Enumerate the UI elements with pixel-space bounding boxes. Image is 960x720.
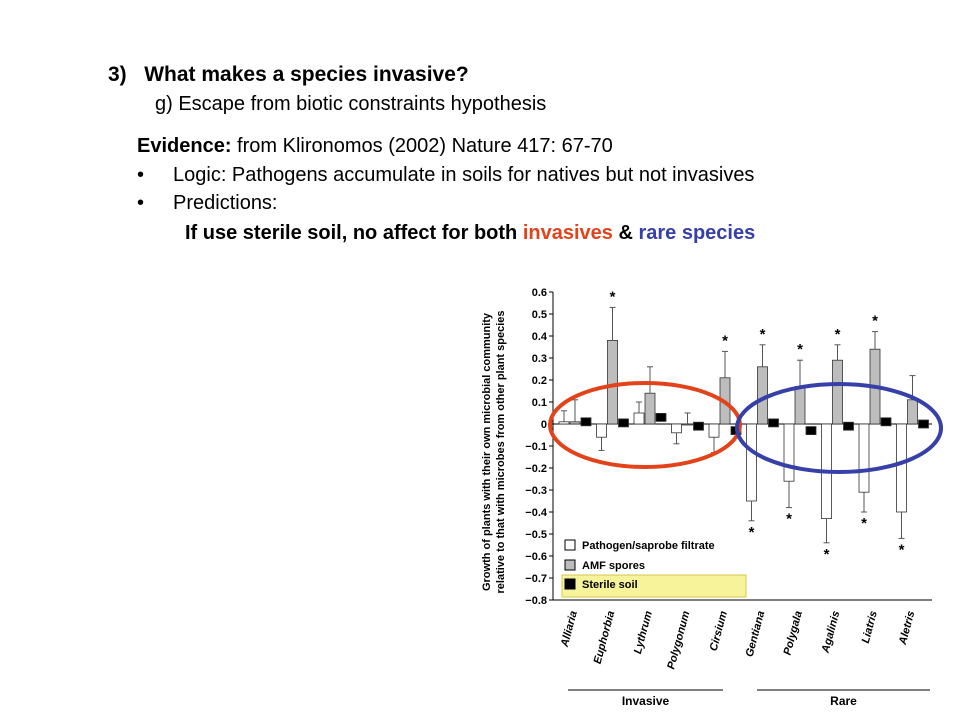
significance-star: * bbox=[861, 515, 867, 532]
bar-amf bbox=[607, 340, 618, 425]
prediction-invasives: invasives bbox=[522, 222, 613, 244]
invasive-circle bbox=[548, 381, 742, 469]
legend-label: Sterile soil bbox=[582, 579, 638, 591]
y-tick-label: −0.6 bbox=[525, 551, 547, 563]
bar-amf bbox=[794, 386, 806, 425]
bar-amf bbox=[644, 392, 656, 425]
legend-swatch bbox=[564, 578, 576, 590]
bar-pathogen bbox=[896, 423, 907, 513]
bar-pathogen bbox=[708, 423, 720, 438]
bar-sterile bbox=[655, 412, 667, 422]
bar-amf bbox=[569, 421, 581, 425]
prediction-lead: If use sterile soil, no affect for both bbox=[185, 222, 523, 244]
x-tick-label: Aletris bbox=[897, 610, 918, 647]
bullet-predictions: • Predictions: bbox=[137, 192, 278, 215]
x-tick-label: Liatris bbox=[860, 610, 880, 645]
y-axis-label-line: Growth of plants with their own microbia… bbox=[481, 312, 493, 591]
prediction-amp: & bbox=[612, 222, 639, 244]
significance-star: * bbox=[749, 524, 755, 541]
x-tick-label: Gentiana bbox=[744, 610, 768, 659]
bar-pathogen bbox=[596, 423, 607, 438]
bar-pathogen bbox=[633, 412, 645, 425]
heading-number: 3) bbox=[108, 63, 127, 86]
legend-swatch bbox=[564, 539, 576, 551]
y-tick-label: −0.1 bbox=[525, 441, 547, 453]
y-tick-label: 0 bbox=[541, 419, 547, 431]
slide-heading: 3) What makes a species invasive? bbox=[108, 63, 469, 87]
bar-amf bbox=[682, 423, 693, 426]
significance-star: * bbox=[835, 326, 841, 343]
bar-sterile bbox=[918, 419, 929, 429]
y-tick-label: −0.8 bbox=[525, 595, 547, 607]
x-tick-label: Cirsium bbox=[708, 609, 730, 652]
legend-label: AMF spores bbox=[582, 560, 645, 572]
evidence-label: Evidence: bbox=[137, 135, 232, 157]
x-tick-label: Agalinis bbox=[819, 610, 842, 655]
bar-sterile bbox=[843, 421, 854, 431]
evidence-citation: from Klironomos (2002) Nature 417: 67-70 bbox=[231, 135, 613, 157]
y-tick-label: 0.1 bbox=[532, 397, 547, 409]
x-tick-label: Euphorbia bbox=[592, 610, 618, 666]
y-tick-label: −0.4 bbox=[525, 507, 548, 519]
significance-star: * bbox=[610, 288, 616, 305]
bullet-predictions-text: Predictions: bbox=[173, 192, 278, 214]
bar-pathogen bbox=[858, 423, 870, 493]
bullet-logic-text: Logic: Pathogens accumulate in soils for… bbox=[173, 164, 755, 186]
y-tick-label: −0.2 bbox=[525, 463, 547, 475]
significance-star: * bbox=[797, 341, 803, 358]
y-axis: 0.6 0.5 0.4 0.3 0.2 0.1 0 −0.1 −0.2 −0.3 −0.4 −0.5 −… bbox=[525, 287, 932, 607]
bar-series: * * * * * * * * * * * bbox=[558, 288, 929, 563]
bar-sterile bbox=[693, 421, 704, 431]
y-tick-label: 0.2 bbox=[532, 375, 547, 387]
bar-pathogen bbox=[783, 423, 795, 482]
y-tick-label: 0.4 bbox=[532, 331, 548, 343]
bar-sterile bbox=[805, 426, 817, 436]
bar-sterile bbox=[768, 418, 779, 428]
bar-sterile bbox=[580, 417, 592, 427]
slide-subheading: g) Escape from biotic constraints hypoth… bbox=[155, 93, 547, 115]
legend-label: Pathogen/saprobe filtrate bbox=[582, 540, 715, 552]
bar-pathogen bbox=[746, 423, 757, 502]
legend-swatch bbox=[564, 559, 576, 571]
y-tick-label: 0.6 bbox=[532, 287, 547, 299]
y-tick-label: −0.5 bbox=[525, 529, 547, 541]
y-axis-label: Growth of plants with their own microbia… bbox=[481, 310, 507, 593]
x-tick-label: Polygala bbox=[782, 610, 805, 657]
significance-star: * bbox=[899, 541, 905, 558]
x-tick-label: Polygonum bbox=[665, 609, 692, 670]
y-tick-label: 0.5 bbox=[532, 309, 547, 321]
bullet-logic: • Logic: Pathogens accumulate in soils fo… bbox=[137, 164, 754, 187]
prediction-rare-species: rare species bbox=[638, 222, 756, 244]
bar-amf bbox=[907, 399, 918, 425]
bar-sterile bbox=[618, 418, 629, 428]
x-tick-label: Lythrum bbox=[632, 609, 655, 655]
significance-star: * bbox=[760, 326, 766, 343]
bullet-dot-icon: • bbox=[137, 164, 145, 186]
x-axis: Alliaria Euphorbia Lythrum Polygonum Cirsium… bbox=[559, 609, 930, 708]
x-tick-label: Alliaria bbox=[559, 610, 580, 650]
highlight-circles bbox=[548, 381, 943, 474]
significance-star: * bbox=[786, 511, 792, 528]
prediction-statement: If use sterile soil, no affect for both … bbox=[185, 222, 755, 245]
bar-sterile bbox=[880, 417, 892, 427]
y-tick-label: −0.7 bbox=[525, 573, 547, 585]
significance-star: * bbox=[824, 546, 830, 563]
evidence-line: Evidence: from Klironomos (2002) Nature … bbox=[137, 135, 613, 158]
bullet-dot-icon: • bbox=[137, 192, 145, 214]
rare-circle bbox=[735, 382, 943, 474]
legend: Pathogen/saprobe filtrate AMF spores Steri… bbox=[561, 539, 747, 598]
bar-pathogen bbox=[558, 421, 570, 425]
heading-text: What makes a species invasive? bbox=[144, 63, 469, 86]
significance-star: * bbox=[872, 313, 878, 330]
legend-highlight bbox=[561, 574, 747, 598]
bar-pathogen bbox=[671, 423, 682, 434]
group-label: Invasive bbox=[622, 694, 670, 708]
group-label: Rare bbox=[830, 694, 857, 708]
significance-star: * bbox=[722, 332, 728, 349]
bar-chart: Growth of plants with their own microbia… bbox=[481, 287, 943, 708]
y-axis-label-line: relative to that with microbes from othe… bbox=[495, 310, 507, 593]
bar-amf bbox=[832, 359, 843, 425]
y-tick-label: 0.3 bbox=[532, 353, 547, 365]
y-tick-label: −0.3 bbox=[525, 485, 547, 497]
